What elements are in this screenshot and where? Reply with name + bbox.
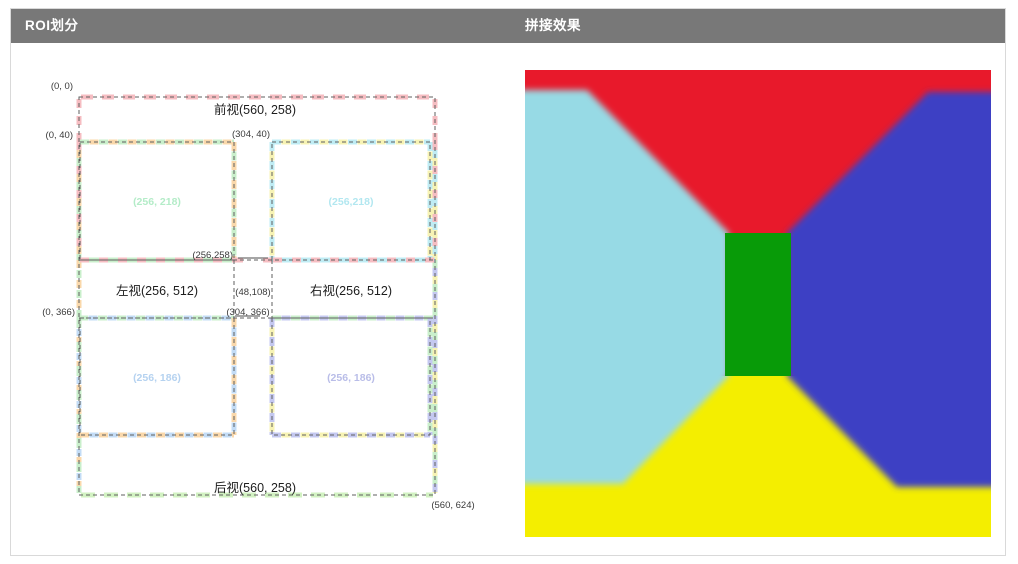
roi-coordinate-labels: (0, 0) (0, 40) (304, 40) (256,258) (0, 3… (42, 81, 474, 511)
left-view-label: 左视(256, 512) (116, 283, 198, 298)
coord-mid-pt: (304, 366) (226, 307, 269, 318)
stitch-result-image (525, 70, 991, 537)
panel-header-bar: ROI划分 拼接效果 (11, 9, 1005, 43)
box-top-right-label: (256,218) (329, 196, 374, 208)
coord-mid-left: (256,258) (192, 250, 233, 261)
coord-left-mid: (0, 366) (42, 307, 75, 318)
roi-diagram: (0, 0) (0, 40) (304, 40) (256,258) (0, 3… (42, 81, 474, 511)
rear-view-label: 后视(560, 258) (214, 480, 296, 495)
coord-left-top: (0, 40) (46, 130, 73, 141)
center-car-region (725, 233, 791, 376)
box-bottom-left-label: (256, 186) (133, 372, 181, 384)
roi-panel-title: ROI划分 (25, 18, 79, 33)
front-view-label: 前视(560, 258) (214, 102, 296, 117)
stitch-panel-title: 拼接效果 (525, 18, 581, 33)
roi-outline-lines (78, 96, 436, 496)
roi-box-size-labels: (256, 218) (256,218) (256, 186) (256, 18… (133, 196, 375, 384)
roi-view-labels: 前视(560, 258) 左视(256, 512) (48,108) 右视(25… (116, 102, 392, 495)
right-region (787, 92, 991, 487)
coord-top-mid: (304, 40) (232, 129, 270, 140)
left-region (525, 90, 729, 484)
center-size-label: (48,108) (235, 287, 270, 298)
coord-origin: (0, 0) (51, 81, 73, 92)
box-top-left-label: (256, 218) (133, 196, 181, 208)
coord-bottom-right: (560, 624) (431, 500, 474, 511)
right-view-label: 右视(256, 512) (310, 283, 392, 298)
box-bottom-right-label: (256, 186) (327, 372, 375, 384)
